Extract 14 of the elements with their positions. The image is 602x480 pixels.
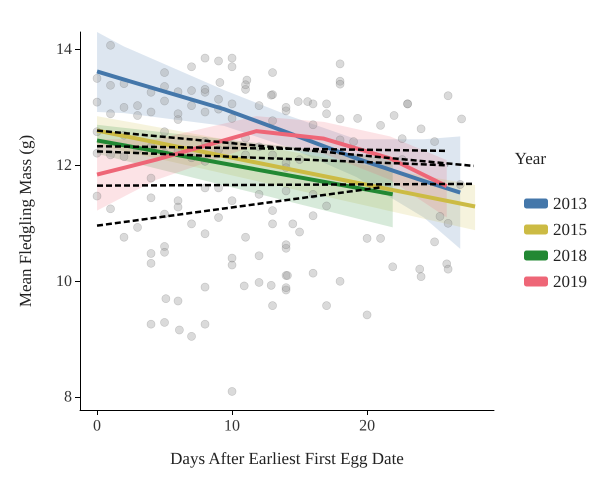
y-tick-label: 12 xyxy=(56,156,72,174)
legend-label: 2019 xyxy=(553,272,587,291)
legend-label: 2018 xyxy=(553,246,587,265)
legend-label: 2013 xyxy=(553,194,587,213)
x-tick-label: 10 xyxy=(224,418,240,434)
legend-label: 2015 xyxy=(553,220,587,239)
y-tick-label: 14 xyxy=(56,40,72,58)
y-tick-label: 10 xyxy=(56,272,72,290)
y-tick-label: 8 xyxy=(64,388,72,406)
y-axis-title: Mean Fledgling Mass (g) xyxy=(16,134,35,308)
x-tick-label: 20 xyxy=(359,418,376,434)
x-axis-title: Days After Earliest First Egg Date xyxy=(170,449,404,468)
legend-title: Year xyxy=(514,149,546,168)
x-tick-label: 0 xyxy=(93,418,102,434)
